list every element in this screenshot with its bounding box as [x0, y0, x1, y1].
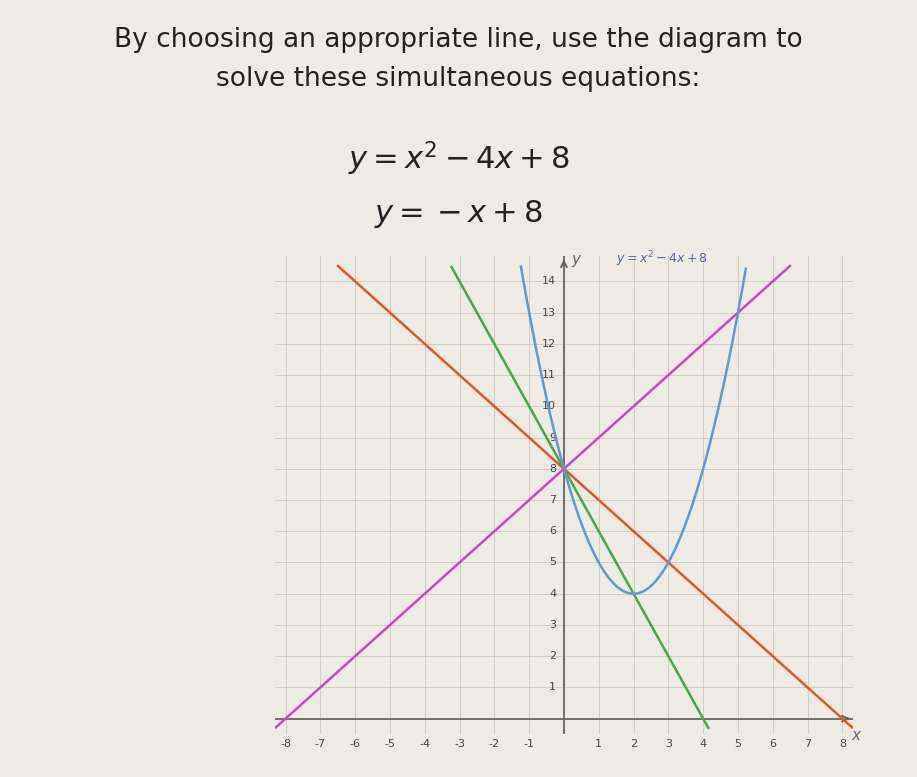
Text: 6: 6	[549, 526, 557, 536]
Text: y: y	[571, 252, 580, 267]
Text: 14: 14	[542, 277, 557, 287]
Text: -8: -8	[280, 739, 291, 749]
Text: -5: -5	[384, 739, 395, 749]
Text: 2: 2	[549, 651, 557, 661]
Text: 3: 3	[665, 739, 672, 749]
Text: $y = x^2 - 4x + 8$: $y = x^2 - 4x + 8$	[616, 249, 708, 269]
Text: -3: -3	[454, 739, 465, 749]
Text: 12: 12	[542, 339, 557, 349]
Text: 4: 4	[549, 589, 557, 599]
Text: $y = x^2 - 4x + 8$: $y = x^2 - 4x + 8$	[348, 140, 569, 179]
Text: 5: 5	[735, 739, 742, 749]
Text: 10: 10	[542, 402, 557, 411]
Text: x: x	[852, 728, 861, 744]
Text: 5: 5	[549, 557, 557, 567]
Text: 8: 8	[839, 739, 845, 749]
Text: 1: 1	[595, 739, 602, 749]
Text: 9: 9	[549, 433, 557, 443]
Text: 11: 11	[542, 370, 557, 380]
Text: 13: 13	[542, 308, 557, 318]
Text: -1: -1	[524, 739, 535, 749]
Text: -2: -2	[489, 739, 500, 749]
Text: 1: 1	[549, 682, 557, 692]
Text: 4: 4	[700, 739, 707, 749]
Text: 2: 2	[630, 739, 637, 749]
Text: 6: 6	[769, 739, 777, 749]
Text: -7: -7	[315, 739, 326, 749]
Text: 7: 7	[549, 495, 557, 505]
Text: 7: 7	[804, 739, 812, 749]
Text: solve these simultaneous equations:: solve these simultaneous equations:	[216, 66, 701, 92]
Text: 8: 8	[549, 464, 557, 474]
Text: By choosing an appropriate line, use the diagram to: By choosing an appropriate line, use the…	[114, 27, 803, 53]
Text: -4: -4	[419, 739, 430, 749]
Text: 3: 3	[549, 620, 557, 630]
Text: $y = -x + 8$: $y = -x + 8$	[374, 198, 543, 230]
Text: -6: -6	[349, 739, 360, 749]
